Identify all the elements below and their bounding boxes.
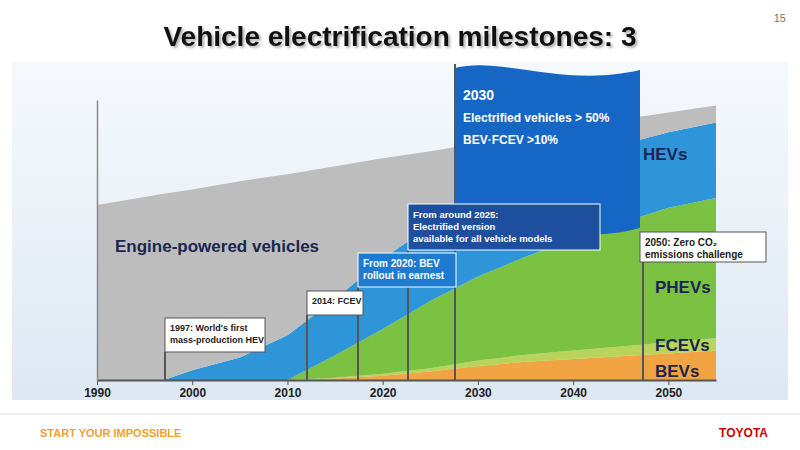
x-tick: 2000 [179, 380, 206, 400]
slide: 1990 2000 2010 2020 2030 2040 2050 BEVs FCEVs PHE… [0, 0, 800, 450]
x-tick-label: 1990 [84, 386, 111, 400]
series-label: Engine-powered vehicles [115, 237, 319, 256]
flag: From 2020: BEVrollout in earnest [358, 253, 456, 287]
footer-rule [0, 414, 800, 415]
flag-text: Electrified vehicles > 50% [463, 111, 610, 125]
flag-text: mass-production HEV [170, 335, 264, 345]
flag-text: rollout in earnest [363, 270, 445, 281]
annotations: 1997: World's first mass-production HEV 20… [165, 64, 766, 380]
flag: From around 2025:Electrified versionavai… [408, 204, 600, 250]
flag-pole [306, 315, 308, 380]
flag: 1997: World's first mass-production HEV [165, 318, 265, 352]
flag-box [640, 232, 766, 262]
flag-text: Electrified version [413, 221, 496, 232]
chart-band [12, 62, 788, 400]
flag-text: From around 2025: [413, 209, 499, 220]
x-tick-label: 2040 [560, 386, 587, 400]
brand: TOYOTA [719, 426, 768, 440]
flag-text: 1997: World's first [170, 323, 248, 333]
flag-box [165, 318, 265, 352]
x-tick-label: 2030 [465, 386, 492, 400]
series-label: BEVs [655, 362, 699, 381]
background [0, 0, 800, 450]
x-tick: 2040 [560, 380, 587, 400]
x-tick-mark [287, 380, 288, 385]
flag-text: 2014: FCEV [312, 296, 362, 306]
y-axis-line [97, 101, 99, 381]
flag-box [307, 291, 363, 315]
x-tick-label: 2020 [370, 386, 397, 400]
flag: 2014: FCEV [307, 291, 363, 315]
x-tick: 2030 [465, 380, 492, 400]
flag-box [408, 204, 600, 250]
x-tick-label: 2010 [275, 386, 302, 400]
x-tick-label: 2000 [179, 386, 206, 400]
x-tick-mark [383, 380, 384, 385]
x-tick-mark [478, 380, 479, 385]
flag-text: emissions challenge [645, 249, 743, 260]
flag: 2050: Zero CO₂emissions challenge [640, 232, 766, 262]
footer: START YOUR IMPOSSIBLE [40, 427, 181, 439]
page-number: 15 [774, 12, 786, 24]
title: Vehicle electrification milestones: 3 [163, 21, 636, 52]
flag-pole [164, 352, 166, 380]
flag-text: From 2020: BEV [363, 258, 440, 269]
x-tick-mark [573, 380, 574, 385]
flag-text: 2030 [463, 87, 494, 103]
x-tick: 2020 [370, 380, 397, 400]
x-tick-label: 2050 [656, 386, 683, 400]
x-axis: 1990 2000 2010 2020 2030 2040 2050 [84, 380, 716, 400]
x-tick: 1990 [84, 380, 111, 400]
x-tick: 2050 [656, 380, 683, 400]
flag-pole [642, 262, 644, 380]
flag-text: available for all vehicle models [413, 233, 552, 244]
flag-text: 2050: Zero CO₂ [645, 237, 717, 248]
flag-text: BEV·FCEV >10% [463, 133, 558, 147]
flag-box [358, 253, 456, 287]
series-label: HEVs [643, 145, 687, 164]
x-tick-mark [192, 380, 193, 385]
series-label: PHEVs [655, 278, 711, 297]
x-tick: 2010 [275, 380, 302, 400]
series-label: FCEVs [655, 336, 710, 355]
y-axis [97, 101, 98, 381]
x-tick-mark [97, 380, 98, 385]
